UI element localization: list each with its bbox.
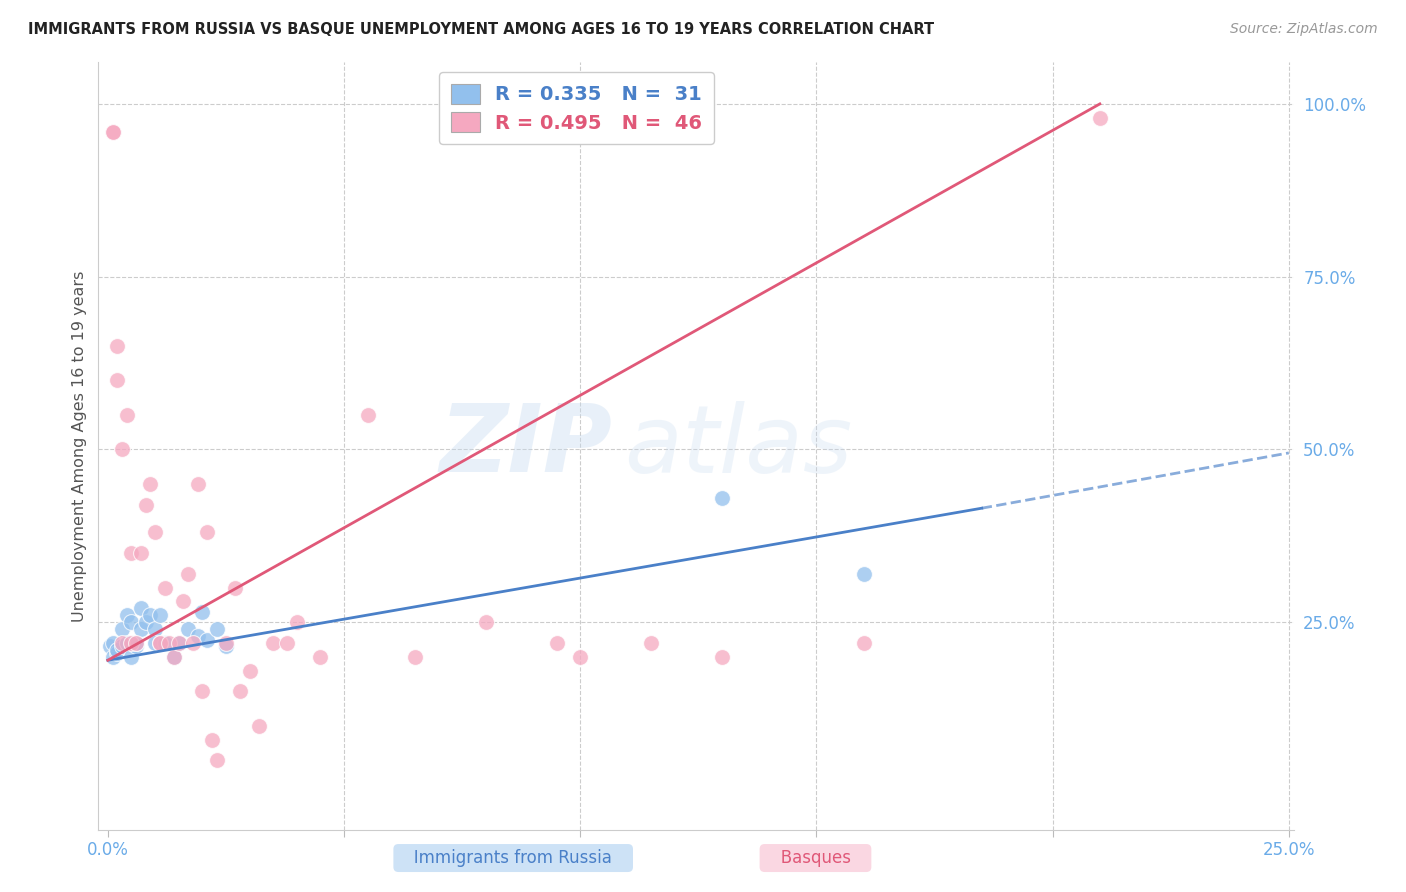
Point bbox=[201, 732, 224, 747]
Point bbox=[129, 601, 152, 615]
Point bbox=[224, 581, 246, 595]
Point bbox=[163, 649, 186, 664]
Point bbox=[309, 649, 332, 664]
Point bbox=[191, 684, 214, 698]
Point bbox=[205, 622, 228, 636]
Point bbox=[125, 636, 148, 650]
Point bbox=[129, 622, 152, 636]
Point bbox=[640, 636, 662, 650]
Point bbox=[177, 622, 200, 636]
Point bbox=[115, 636, 138, 650]
Point bbox=[569, 649, 592, 664]
Point bbox=[111, 636, 134, 650]
Text: Basques: Basques bbox=[765, 849, 866, 867]
Point bbox=[167, 636, 190, 650]
Text: IMMIGRANTS FROM RUSSIA VS BASQUE UNEMPLOYMENT AMONG AGES 16 TO 19 YEARS CORRELAT: IMMIGRANTS FROM RUSSIA VS BASQUE UNEMPLO… bbox=[28, 22, 934, 37]
Point bbox=[129, 546, 152, 560]
Point bbox=[143, 622, 166, 636]
Point bbox=[101, 636, 124, 650]
Point bbox=[121, 615, 143, 630]
Point bbox=[195, 525, 218, 540]
Point bbox=[187, 629, 209, 643]
Point bbox=[98, 640, 121, 654]
Point bbox=[852, 566, 875, 581]
Point bbox=[276, 636, 298, 650]
Point bbox=[143, 636, 166, 650]
Point bbox=[139, 608, 162, 623]
Point bbox=[135, 615, 157, 630]
Text: Immigrants from Russia: Immigrants from Russia bbox=[398, 849, 628, 867]
Point bbox=[111, 640, 134, 654]
Point bbox=[125, 636, 148, 650]
Point bbox=[710, 649, 733, 664]
Point bbox=[546, 636, 568, 650]
Point bbox=[111, 622, 134, 636]
Point bbox=[205, 754, 228, 768]
Point bbox=[153, 581, 176, 595]
Point bbox=[111, 442, 134, 457]
Point bbox=[195, 632, 218, 647]
Point bbox=[404, 649, 426, 664]
Point bbox=[262, 636, 284, 650]
Point bbox=[191, 605, 214, 619]
Point bbox=[115, 608, 138, 623]
Point bbox=[105, 643, 128, 657]
Point bbox=[215, 640, 238, 654]
Text: ZIP: ZIP bbox=[440, 400, 613, 492]
Point bbox=[285, 615, 308, 630]
Text: atlas: atlas bbox=[624, 401, 852, 491]
Legend: R = 0.335   N =  31, R = 0.495   N =  46: R = 0.335 N = 31, R = 0.495 N = 46 bbox=[439, 72, 714, 145]
Point bbox=[101, 649, 124, 664]
Point bbox=[125, 640, 148, 654]
Point bbox=[105, 373, 128, 387]
Point bbox=[357, 408, 380, 422]
Y-axis label: Unemployment Among Ages 16 to 19 years: Unemployment Among Ages 16 to 19 years bbox=[72, 270, 87, 622]
Point bbox=[143, 525, 166, 540]
Text: Source: ZipAtlas.com: Source: ZipAtlas.com bbox=[1230, 22, 1378, 37]
Point bbox=[121, 649, 143, 664]
Point bbox=[153, 636, 176, 650]
Point bbox=[101, 124, 124, 138]
Point bbox=[101, 124, 124, 138]
Point bbox=[247, 719, 270, 733]
Point bbox=[229, 684, 252, 698]
Point bbox=[115, 408, 138, 422]
Point bbox=[105, 339, 128, 353]
Point bbox=[135, 498, 157, 512]
Point bbox=[239, 664, 262, 678]
Point bbox=[139, 477, 162, 491]
Point bbox=[149, 636, 172, 650]
Point bbox=[121, 546, 143, 560]
Point bbox=[181, 636, 204, 650]
Point bbox=[710, 491, 733, 505]
Point bbox=[149, 608, 172, 623]
Point bbox=[172, 594, 194, 608]
Point bbox=[852, 636, 875, 650]
Point bbox=[163, 649, 186, 664]
Point bbox=[157, 636, 180, 650]
Point bbox=[149, 636, 172, 650]
Point bbox=[167, 636, 190, 650]
Point bbox=[1088, 111, 1111, 125]
Point bbox=[187, 477, 209, 491]
Point bbox=[474, 615, 496, 630]
Point bbox=[105, 646, 128, 660]
Point bbox=[177, 566, 200, 581]
Point bbox=[215, 636, 238, 650]
Point bbox=[121, 636, 143, 650]
